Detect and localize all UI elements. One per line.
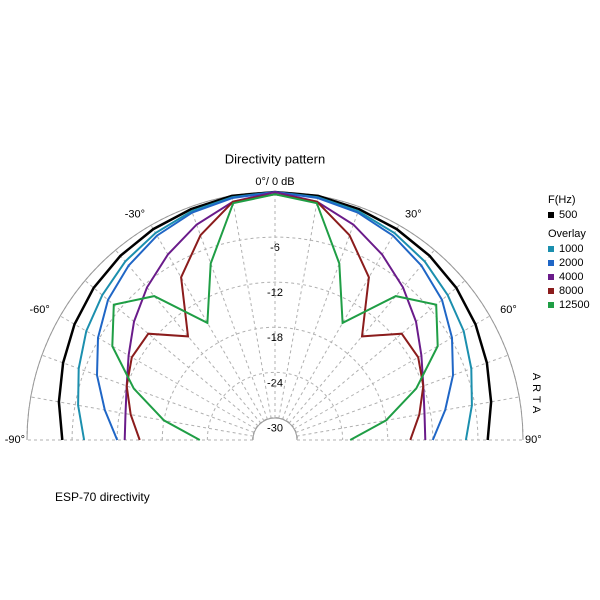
series-curve: [123, 190, 427, 441]
radial-grid: [282, 206, 361, 420]
angle-tick-label: -90°: [5, 434, 25, 446]
side-label: ARTA: [530, 373, 542, 417]
radial-grid: [291, 280, 466, 427]
grid-ring: [206, 372, 344, 441]
angle-tick-label: 60°: [500, 304, 517, 316]
legend-label: 1000: [559, 243, 583, 255]
legend-label: 8000: [559, 285, 583, 297]
radial-grid: [288, 249, 435, 424]
radial-grid: [278, 195, 319, 419]
legend-swatch: [548, 212, 554, 218]
legend-swatch: [548, 288, 554, 294]
radial-grid: [295, 354, 509, 433]
radial-grid: [59, 315, 257, 430]
angle-tick-label: -60°: [30, 304, 50, 316]
radial-grid: [296, 396, 520, 437]
legend-label: 500: [559, 209, 577, 221]
radial-grid: [285, 224, 400, 422]
angle-tick-label: 90°: [525, 434, 542, 446]
legend-title: F(Hz): [548, 194, 576, 206]
chart-title: Directivity pattern: [225, 151, 325, 166]
r-tick-label: -12: [267, 287, 283, 299]
radial-grid: [41, 354, 255, 433]
legend-label: 4000: [559, 271, 583, 283]
angle-tick-label: -30°: [125, 209, 145, 221]
radial-grid: [189, 206, 268, 420]
r-tick-label: 0°/ 0 dB: [255, 176, 294, 188]
r-tick-label: -30: [267, 422, 283, 434]
angle-tick-label: 30°: [405, 209, 422, 221]
legend-swatch: [548, 302, 554, 308]
series-curve: [111, 193, 439, 441]
radial-grid: [84, 280, 259, 427]
radial-grid: [30, 396, 254, 437]
radial-grid: [115, 249, 262, 424]
legend-label: 12500: [559, 299, 590, 311]
legend-swatch: [548, 260, 554, 266]
overlay-label: Overlay: [548, 228, 586, 240]
footer: ESP-70 directivity: [55, 490, 150, 504]
grid-ring: [116, 281, 434, 441]
radial-grid: [150, 224, 265, 422]
radial-grid: [231, 195, 272, 419]
legend-label: 2000: [559, 257, 583, 269]
legend-swatch: [548, 246, 554, 252]
legend-swatch: [548, 274, 554, 280]
r-tick-label: -24: [267, 377, 283, 389]
radial-grid: [293, 315, 491, 430]
